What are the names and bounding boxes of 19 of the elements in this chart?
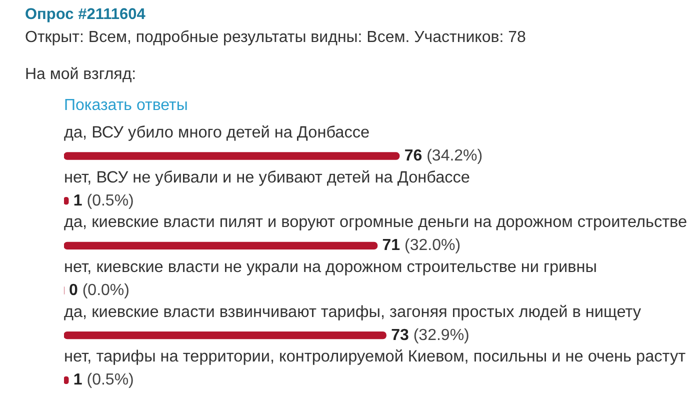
y-tick-label: нет, киевские власти не украли на дорожном строительстве ни гривны (64, 258, 597, 276)
data-label: 1 (0.5%) (73, 192, 134, 210)
bar (64, 332, 386, 340)
y-tick-label: да, киевские власти пилят и воруют огромные деньги на дорожном строительстве (64, 213, 688, 232)
bar (64, 242, 378, 250)
y-tick-label: да, ВСУ убило много детей на Донбассе (64, 124, 370, 142)
chart-subtitle: Открыт: Всем, подробные результаты видны: Всем. Участников: 78 (25, 28, 526, 46)
data-label: 71 (32.0%) (382, 237, 461, 254)
bar (64, 152, 400, 160)
data-label: 76 (34.2%) (404, 147, 483, 164)
y-tick-label: да, киевские власти взвинчивают тарифы, загоняя простых людей в нищету (64, 302, 642, 321)
data-label: 0 (0.0%) (69, 282, 130, 299)
y-tick-label: нет, ВСУ не убивали и не убивают детей на Донбассе (64, 168, 470, 186)
chart-title: Опрос #2111604 (25, 6, 146, 24)
text: На мой взгляд: (25, 66, 136, 84)
data-label: 73 (32.9%) (391, 326, 470, 344)
y-tick-label: нет, тарифы на территории, контролируемой Киевом, посильны и не очень растут (64, 348, 686, 366)
text: Показать ответы (64, 97, 188, 115)
data-label: 1 (0.5%) (73, 372, 134, 389)
